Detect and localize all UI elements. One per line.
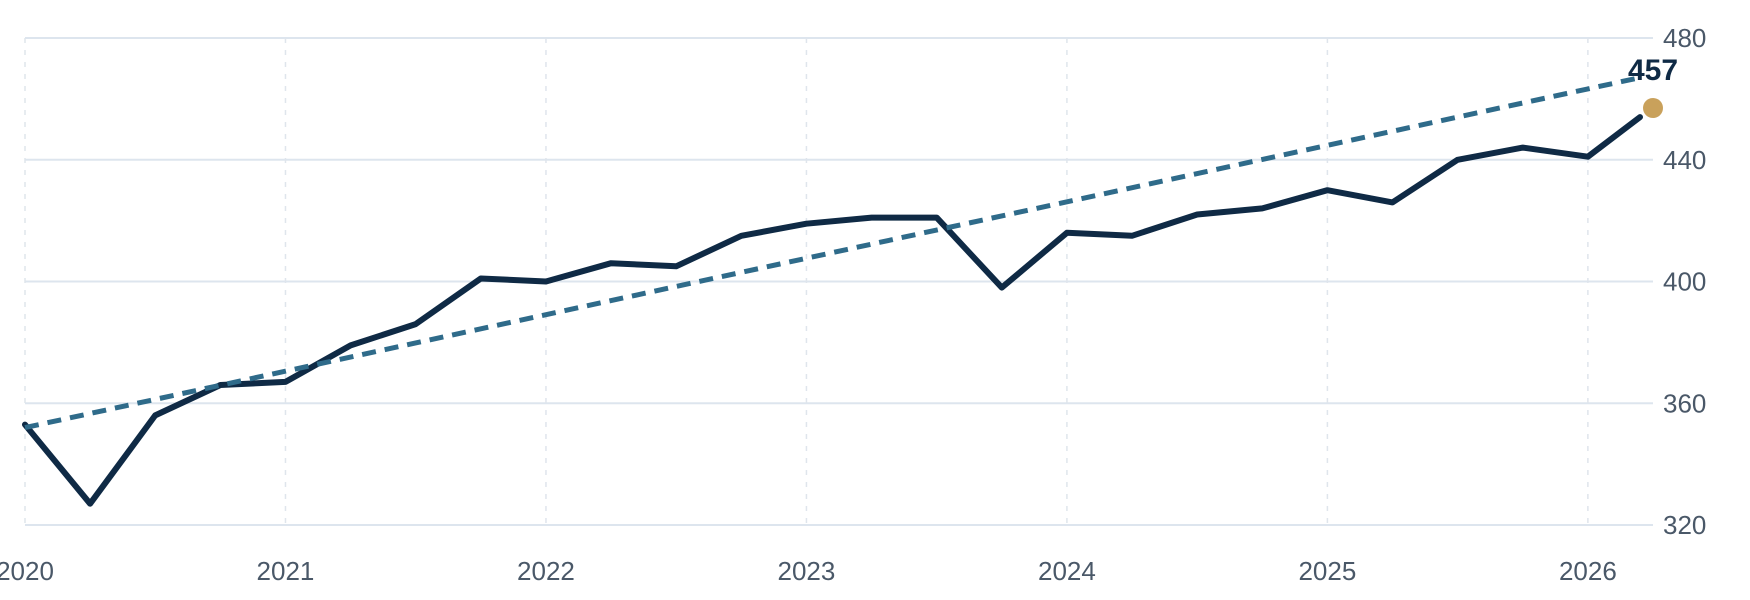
trend-line <box>24 75 1641 431</box>
x-tick-label-2024: 2024 <box>1038 556 1096 586</box>
x-tick-label-2023: 2023 <box>778 556 836 586</box>
main-series-line <box>22 114 1643 507</box>
tick-labels: 320 360 400 440 480 2020 2021 2022 2023 2024 2025 2… <box>0 23 1706 586</box>
x-tick-label-2026: 2026 <box>1559 556 1617 586</box>
last-point-marker <box>1643 98 1663 119</box>
y-tick-label-360: 360 <box>1663 388 1706 418</box>
x-tick-label-2022: 2022 <box>517 556 575 586</box>
x-tick-label-2025: 2025 <box>1298 556 1356 586</box>
last-point-layer: 457 <box>1628 54 1678 119</box>
x-tick-label-2021: 2021 <box>257 556 315 586</box>
y-tick-label-480: 480 <box>1663 23 1706 53</box>
y-tick-label-440: 440 <box>1663 145 1706 175</box>
series-layer <box>22 75 1643 507</box>
y-tick-label-400: 400 <box>1663 267 1706 297</box>
x-tick-label-2020: 2020 <box>0 556 54 586</box>
last-value-label: 457 <box>1628 54 1678 87</box>
grid <box>24 37 1653 526</box>
y-tick-label-320: 320 <box>1663 510 1706 540</box>
